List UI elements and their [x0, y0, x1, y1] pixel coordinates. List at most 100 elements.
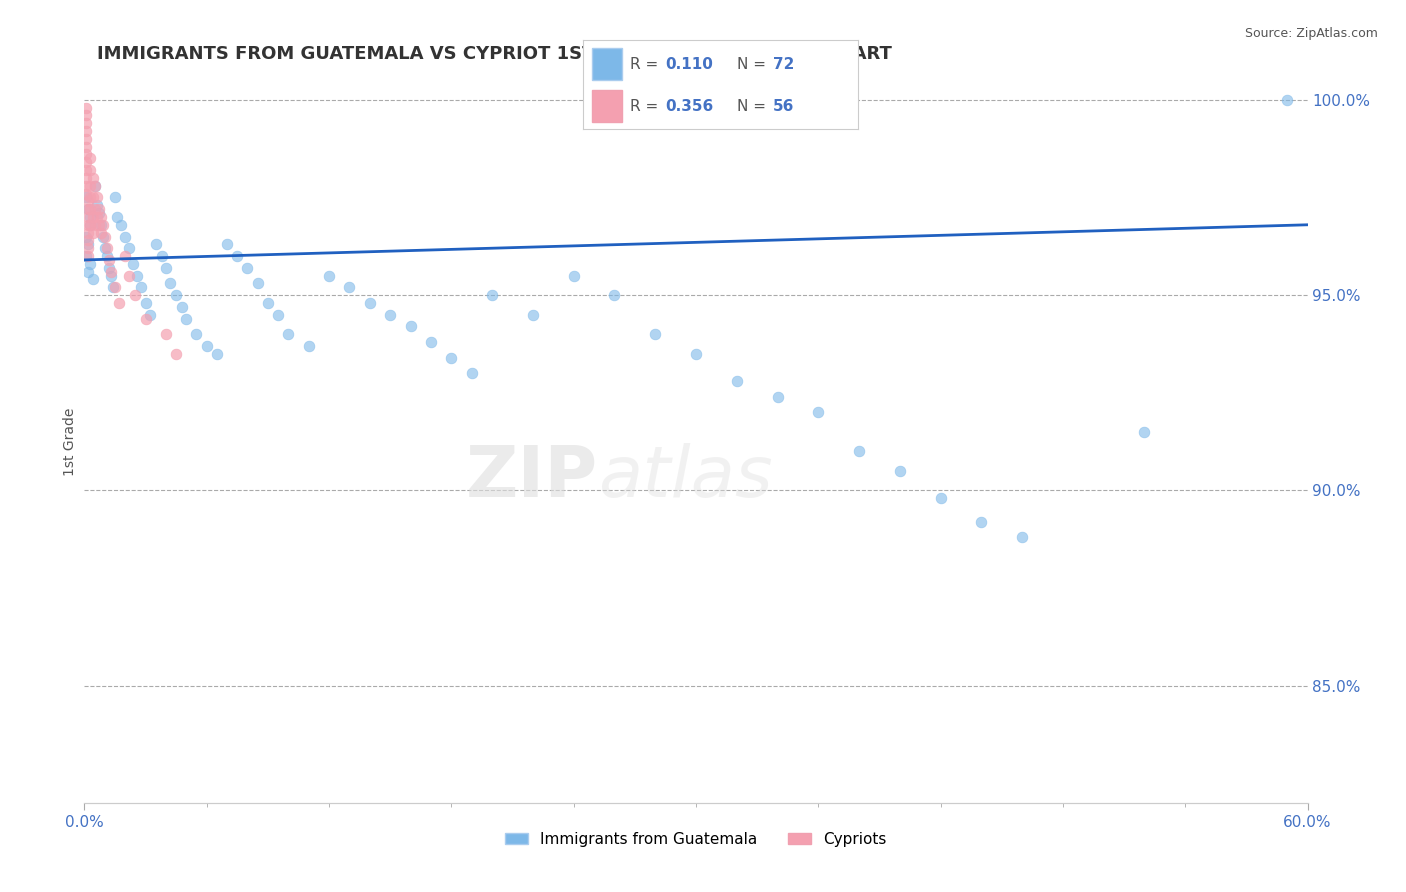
Point: [82, 210, 104, 224]
Point: [380, 308, 402, 322]
Point: [90, 218, 112, 232]
Point: [127, 268, 149, 283]
Point: [82, 170, 104, 185]
Point: [118, 268, 141, 283]
Point: [77, 226, 100, 240]
Point: [889, 464, 911, 478]
Point: [77, 218, 100, 232]
Point: [399, 319, 422, 334]
Point: [79, 202, 101, 216]
Point: [195, 339, 218, 353]
Point: [75, 229, 97, 244]
Text: 72: 72: [773, 57, 794, 71]
Point: [131, 280, 153, 294]
Point: [150, 249, 173, 263]
Point: [77, 194, 100, 209]
Point: [165, 288, 187, 302]
Point: [562, 268, 585, 283]
Point: [318, 268, 340, 283]
Point: [104, 190, 127, 204]
Point: [359, 296, 381, 310]
Point: [75, 186, 97, 201]
Point: [87, 218, 110, 232]
Point: [97, 252, 120, 267]
Point: [79, 152, 101, 166]
Point: [75, 178, 97, 193]
Point: [79, 257, 101, 271]
Point: [138, 308, 160, 322]
Point: [159, 277, 181, 291]
Legend: Immigrants from Guatemala, Cypriots: Immigrants from Guatemala, Cypriots: [499, 826, 893, 853]
Point: [77, 234, 100, 248]
Text: atlas: atlas: [598, 443, 773, 512]
Point: [87, 202, 110, 216]
Point: [807, 405, 830, 419]
Point: [75, 116, 97, 130]
Point: [75, 249, 97, 263]
Point: [108, 296, 131, 310]
Point: [97, 260, 120, 275]
Point: [86, 210, 108, 224]
Text: 0.356: 0.356: [666, 99, 714, 113]
Point: [82, 272, 104, 286]
Point: [114, 229, 136, 244]
Point: [90, 226, 112, 240]
Text: 0.110: 0.110: [666, 57, 714, 71]
Point: [77, 237, 100, 252]
Point: [420, 334, 443, 349]
Point: [91, 218, 114, 232]
Text: R =: R =: [630, 57, 664, 71]
Point: [970, 515, 993, 529]
Point: [75, 124, 97, 138]
Point: [174, 311, 197, 326]
Point: [277, 327, 299, 342]
Point: [101, 280, 124, 294]
Point: [104, 280, 127, 294]
Point: [100, 265, 122, 279]
Point: [75, 101, 97, 115]
Point: [848, 444, 870, 458]
Point: [1133, 425, 1156, 439]
Point: [603, 288, 626, 302]
Point: [82, 226, 104, 240]
Text: R =: R =: [630, 99, 664, 113]
Point: [135, 311, 157, 326]
Point: [83, 178, 105, 193]
Point: [83, 218, 105, 232]
Text: N =: N =: [737, 99, 770, 113]
Point: [79, 163, 101, 178]
Point: [246, 277, 269, 291]
Point: [75, 190, 97, 204]
Point: [75, 170, 97, 185]
FancyBboxPatch shape: [592, 90, 621, 122]
Point: [440, 351, 463, 365]
Point: [145, 237, 167, 252]
Point: [86, 190, 108, 204]
Point: [267, 308, 290, 322]
Point: [93, 241, 115, 255]
Point: [1011, 530, 1033, 544]
Point: [87, 206, 110, 220]
Text: N =: N =: [737, 57, 770, 71]
Point: [929, 491, 952, 505]
Point: [90, 210, 112, 224]
Point: [77, 202, 100, 216]
Point: [114, 249, 136, 263]
Text: ZIP: ZIP: [465, 443, 598, 512]
Point: [86, 198, 108, 212]
Point: [461, 366, 484, 380]
Point: [79, 218, 101, 232]
Point: [1277, 93, 1299, 107]
Point: [644, 327, 666, 342]
Y-axis label: 1st Grade: 1st Grade: [63, 408, 77, 475]
Point: [83, 202, 105, 216]
Point: [110, 218, 132, 232]
Point: [77, 210, 100, 224]
Point: [155, 260, 177, 275]
Point: [75, 155, 97, 169]
Point: [226, 249, 249, 263]
Point: [205, 346, 228, 360]
Point: [522, 308, 544, 322]
Point: [77, 202, 100, 216]
Point: [77, 241, 100, 255]
